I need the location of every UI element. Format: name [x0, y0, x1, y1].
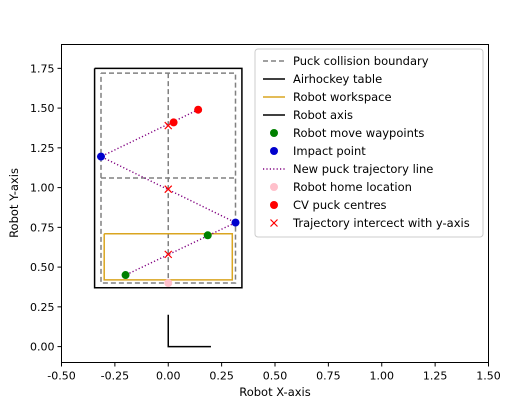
legend-label-robot-workspace: Robot workspace: [293, 90, 392, 104]
legend-handle-cv-puck-centres: [270, 201, 278, 209]
trajectory-intercect-with-y-axis-marker-1: [164, 185, 173, 194]
y-tick-label-6: 1.50: [30, 102, 55, 115]
legend-label-cv-puck-centres: CV puck centres: [293, 198, 387, 212]
x-tick-label-4: 0.50: [263, 370, 288, 383]
legend-handle-robot-move-waypoints: [270, 129, 278, 137]
x-axis-ticks: -0.50 -0.25 0.00 0.25 0.50 0.75 1.00 1.25 1.50: [47, 362, 501, 383]
plot-content: [93, 67, 243, 348]
y-tick-label-2: 0.50: [30, 261, 55, 274]
cv-puck-centres-point-1: [169, 118, 178, 127]
robot-home-location-point-0: [164, 279, 173, 287]
legend-item-cv-puck-centres: CV puck centres: [270, 198, 387, 212]
legend-item-robot-workspace: Robot workspace: [263, 90, 392, 104]
x-tick-label-1: -0.25: [101, 370, 129, 383]
y-axis-label: Robot Y-axis: [7, 168, 21, 238]
x-tick-label-3: 0.25: [209, 370, 234, 383]
legend-label-new-puck-trajectory-line: New puck trajectory line: [293, 162, 433, 176]
x-axis-label: Robot X-axis: [239, 385, 311, 399]
legend-label-airhockey-table: Airhockey table: [293, 72, 382, 86]
x-tick-label-8: 1.50: [476, 370, 501, 383]
robot-move-waypoints-point-1: [203, 231, 212, 240]
y-tick-label-0: 0.00: [30, 341, 55, 354]
legend-label-robot-axis: Robot axis: [293, 108, 353, 122]
legend-label-trajectory-intercect-with-y-axis: Trajectory intercect with y-axis: [292, 216, 470, 230]
y-tick-label-1: 0.25: [30, 301, 55, 314]
x-tick-label-0: -0.50: [47, 370, 75, 383]
y-tick-label-7: 1.75: [30, 62, 55, 75]
x-tick-label-7: 1.25: [423, 370, 448, 383]
airhockey-table-line-0: [93, 67, 243, 289]
trajectory-intercect-with-y-axis-marker-2: [164, 250, 173, 259]
impact-point-point-1: [231, 218, 240, 227]
legend-label-impact-point: Impact point: [293, 144, 366, 158]
legend-label-robot-move-waypoints: Robot move waypoints: [293, 126, 424, 140]
legend-item-robot-axis: Robot axis: [263, 108, 353, 122]
robot-move-waypoints-point-0: [121, 271, 130, 280]
legend: Puck collision boundary Airhockey table Ro…: [254, 48, 484, 238]
legend-label-puck-collision-boundary: Puck collision boundary: [293, 54, 429, 68]
x-tick-label-6: 1.00: [370, 370, 395, 383]
legend-item-trajectory-intercect-with-y-axis: Trajectory intercect with y-axis: [270, 216, 470, 230]
legend-item-puck-collision-boundary: Puck collision boundary: [263, 54, 429, 68]
y-axis-ticks: 0.00 0.25 0.50 0.75 1.00 1.25 1.50 1.75: [30, 62, 62, 354]
legend-handle-impact-point: [270, 147, 278, 155]
legend-label-robot-home-location: Robot home location: [293, 180, 412, 194]
y-tick-label-4: 1.00: [30, 182, 55, 195]
y-tick-label-3: 0.75: [30, 221, 55, 234]
robot-axis-line-0: [167, 314, 211, 348]
robot-workspace-line-0: [103, 232, 234, 281]
impact-point-point-0: [96, 152, 105, 161]
x-tick-label-2: 0.00: [156, 370, 181, 383]
legend-handle-robot-home-location: [270, 183, 278, 191]
legend-item-airhockey-table: Airhockey table: [263, 72, 382, 86]
legend-item-robot-move-waypoints: Robot move waypoints: [270, 126, 424, 140]
y-tick-label-5: 1.25: [30, 142, 55, 155]
legend-box: [254, 48, 484, 238]
legend-handle-trajectory-intercect-with-y-axis: [270, 219, 278, 227]
cv-puck-centres-point-0: [194, 105, 203, 114]
trajectory-intercect-with-y-axis-marker-0: [164, 121, 173, 130]
legend-item-new-puck-trajectory-line: New puck trajectory line: [263, 162, 433, 176]
puck-collision-boundary-line-0: [100, 72, 237, 284]
legend-item-impact-point: Impact point: [270, 144, 366, 158]
x-tick-label-5: 0.75: [316, 370, 341, 383]
legend-item-robot-home-location: Robot home location: [270, 180, 412, 194]
